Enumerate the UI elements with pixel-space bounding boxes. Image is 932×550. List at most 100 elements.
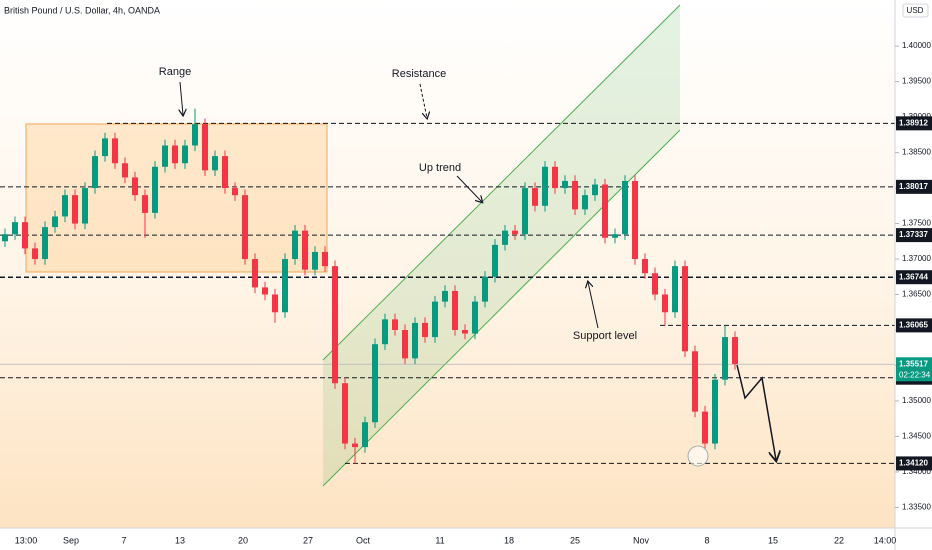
candle-body [332, 266, 338, 384]
candle-body [422, 322, 428, 338]
candle-body [452, 290, 458, 330]
y-tick-label: 1.36500 [902, 290, 931, 299]
last-price-label: 1.35517 [899, 359, 928, 368]
y-tick-label: 1.33500 [902, 503, 931, 512]
candle-body [492, 244, 498, 277]
candle-body [562, 180, 568, 189]
candle-body [202, 124, 208, 171]
candle-body [232, 188, 238, 196]
candle-body [12, 222, 18, 235]
x-tick-label: 22 [834, 535, 844, 545]
candle-body [732, 337, 738, 365]
candle-body [192, 124, 198, 146]
y-tick-label: 1.35000 [902, 396, 931, 405]
candle-body [282, 259, 288, 313]
candle-body [632, 180, 638, 260]
projection-arrow [736, 364, 776, 460]
candle-body [722, 337, 728, 380]
level-label: 1.37337 [899, 230, 928, 239]
candle-body [502, 230, 508, 245]
candle-body [82, 188, 88, 224]
candle-body [392, 319, 398, 330]
candle-body [72, 195, 78, 224]
candle-body [22, 222, 28, 249]
level-label-box [896, 456, 932, 471]
chart-title: British Pound / U.S. Dollar, 4h, OANDA [4, 5, 160, 15]
currency-box [902, 3, 929, 18]
y-tick-label: 1.34500 [902, 432, 931, 441]
level-label: 1.38017 [899, 182, 928, 191]
x-tick-label: 8 [704, 535, 709, 545]
candle-body [382, 319, 388, 345]
x-tick-label: 18 [504, 535, 514, 545]
candle-body [432, 301, 438, 338]
level-label-box [896, 318, 932, 333]
candle-body [362, 422, 368, 448]
annotation-arrow [588, 282, 599, 329]
x-tick-label: 25 [570, 535, 580, 545]
candle-body [32, 248, 38, 260]
level-label: 1.36744 [899, 272, 928, 281]
candle-body [352, 443, 358, 448]
candle-body [572, 180, 578, 210]
candle-body [592, 184, 598, 196]
y-tick-label: 1.37000 [902, 254, 931, 263]
level-label: 1.38912 [899, 118, 928, 127]
candle-body [552, 166, 558, 189]
candle-body [702, 411, 708, 444]
x-tick-label: Sep [63, 535, 79, 545]
candle-body [142, 195, 148, 213]
candle-body [612, 234, 618, 238]
candle-body [52, 216, 58, 228]
x-tick-label: Oct [356, 535, 371, 545]
candle-body [662, 294, 668, 313]
candle-body [682, 266, 688, 352]
plot-background [0, 0, 895, 528]
candle-body [302, 230, 308, 270]
candle-body [542, 166, 548, 206]
level-label-box [896, 270, 932, 285]
candle-body [532, 188, 538, 206]
candle-body [342, 383, 348, 444]
candle-body [222, 156, 228, 189]
x-tick-label: 13:00 [15, 535, 38, 545]
candle-body [462, 330, 468, 334]
y-tick-label: 1.40000 [902, 41, 931, 50]
level-label-box [896, 179, 932, 194]
x-tick-label: Nov [633, 535, 650, 545]
candle-body [92, 156, 98, 189]
annotation: Up trend [419, 162, 461, 174]
level-label: 1.34120 [899, 459, 928, 468]
low-circle [687, 445, 709, 467]
annotation: Support level [573, 330, 637, 342]
candle-body [372, 344, 378, 423]
annotation: Range [159, 66, 191, 78]
level-label-box [896, 228, 932, 243]
candle-body [322, 251, 328, 267]
candle-body [712, 379, 718, 444]
candle-body [512, 230, 518, 235]
candle-body [42, 227, 48, 260]
y-tick-label: 1.38500 [902, 148, 931, 157]
candle-body [242, 195, 248, 260]
candle-body [672, 266, 678, 313]
x-tick-label: 11 [435, 535, 444, 545]
candle-body [622, 180, 628, 235]
annotation-arrow [456, 175, 482, 202]
candle-body [582, 195, 588, 210]
candle-body [522, 188, 528, 235]
candle-body [442, 290, 448, 302]
candle-body [2, 234, 8, 242]
countdown: 02:22:34 [899, 370, 931, 379]
candle-body [152, 166, 158, 213]
x-tick-label: 15 [768, 535, 778, 545]
candle-body [182, 145, 188, 164]
channel-bottom [322, 129, 681, 487]
x-tick-label: 27 [303, 535, 313, 545]
y-tick-label: 1.34000 [902, 467, 931, 476]
candle-body [482, 276, 488, 302]
candle-body [652, 273, 658, 295]
x-tick-label: 13 [175, 535, 185, 545]
channel-top [322, 4, 681, 361]
annotation-arrow [419, 83, 427, 118]
